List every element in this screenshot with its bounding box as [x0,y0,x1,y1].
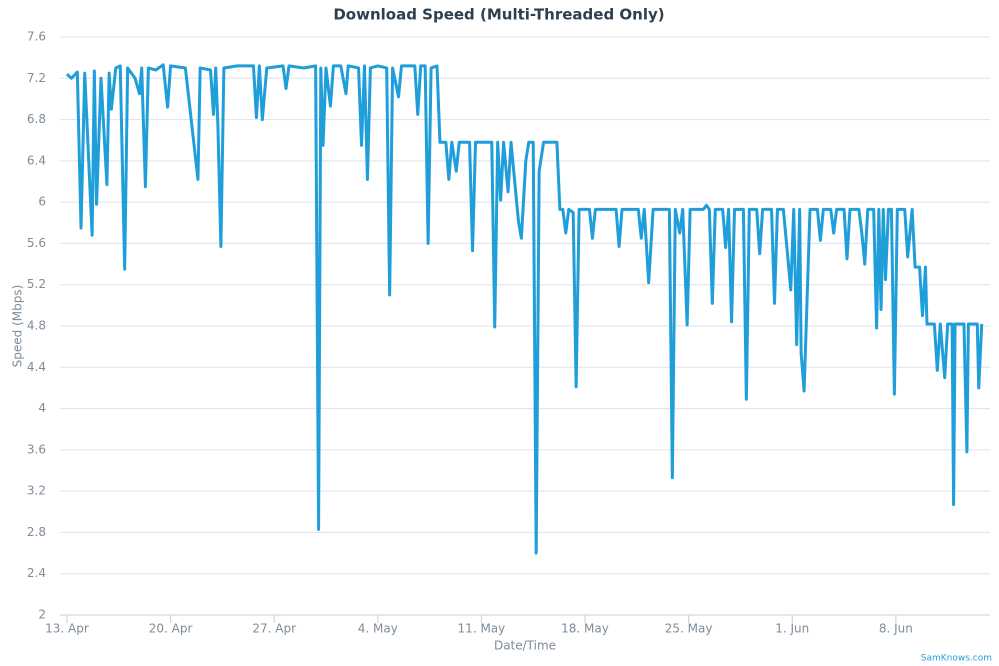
credit: SamKnows.com [921,654,992,664]
x-axis-label: Date/Time [494,639,556,653]
x-tick-label: 27. Apr [252,622,296,636]
y-tick-label: 2.4 [27,566,46,580]
x-tick-label: 18. May [561,622,609,636]
y-tick-label: 5.2 [27,277,46,291]
chart-title: Download Speed (Multi-Threaded Only) [333,6,664,24]
x-tick-label: 11. May [458,622,506,636]
y-tick-label: 6.8 [27,112,46,126]
y-tick-label: 4 [38,401,46,415]
y-tick-label: 7.2 [27,71,46,85]
y-tick-label: 4.8 [27,319,46,333]
y-tick-label: 6 [38,195,46,209]
y-tick-label: 7.6 [27,30,46,44]
y-tick-label: 2.8 [27,525,46,539]
x-tick-label: 25. May [665,622,713,636]
y-axis-label: Speed (Mbps) [11,285,25,368]
x-tick-label: 4. May [358,622,398,636]
y-tick-label: 5.6 [27,236,46,250]
y-tick-label: 3.6 [27,442,46,456]
x-tick-label: 1. Jun [775,622,809,636]
y-tick-label: 2 [38,608,46,622]
x-tick-label: 13. Apr [45,622,89,636]
y-tick-label: 3.2 [27,484,46,498]
data-line [65,63,984,555]
y-tick-label: 6.4 [27,153,46,167]
x-tick-label: 20. Apr [149,622,193,636]
x-tick-label: 8. Jun [879,622,913,636]
y-tick-label: 4.4 [27,360,46,374]
